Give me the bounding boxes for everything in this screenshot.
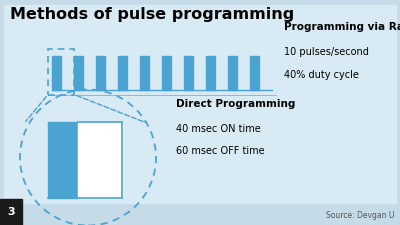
Text: 40 msec ON time: 40 msec ON time xyxy=(176,124,261,134)
Bar xyxy=(140,56,149,90)
Text: 40% duty cycle: 40% duty cycle xyxy=(284,70,359,80)
Text: Source: Devgan U: Source: Devgan U xyxy=(326,212,394,220)
Bar xyxy=(0,199,22,225)
Bar xyxy=(78,122,122,198)
Bar xyxy=(52,56,61,90)
Text: 10 pulses/second: 10 pulses/second xyxy=(284,47,369,57)
Bar xyxy=(228,56,237,90)
Bar xyxy=(118,56,127,90)
Bar xyxy=(250,56,259,90)
Text: 3: 3 xyxy=(7,207,15,217)
Bar xyxy=(48,50,74,94)
Bar xyxy=(206,56,215,90)
Bar xyxy=(162,56,171,90)
Bar xyxy=(96,56,105,90)
Text: Direct Programming: Direct Programming xyxy=(176,99,295,109)
Bar xyxy=(184,56,193,90)
Text: 60 msec OFF time: 60 msec OFF time xyxy=(176,146,265,156)
Bar xyxy=(74,56,83,90)
Text: Methods of pulse programming: Methods of pulse programming xyxy=(10,7,294,22)
Text: Programming via Rates: Programming via Rates xyxy=(284,22,400,32)
Bar xyxy=(4,4,396,202)
Bar xyxy=(48,122,78,198)
